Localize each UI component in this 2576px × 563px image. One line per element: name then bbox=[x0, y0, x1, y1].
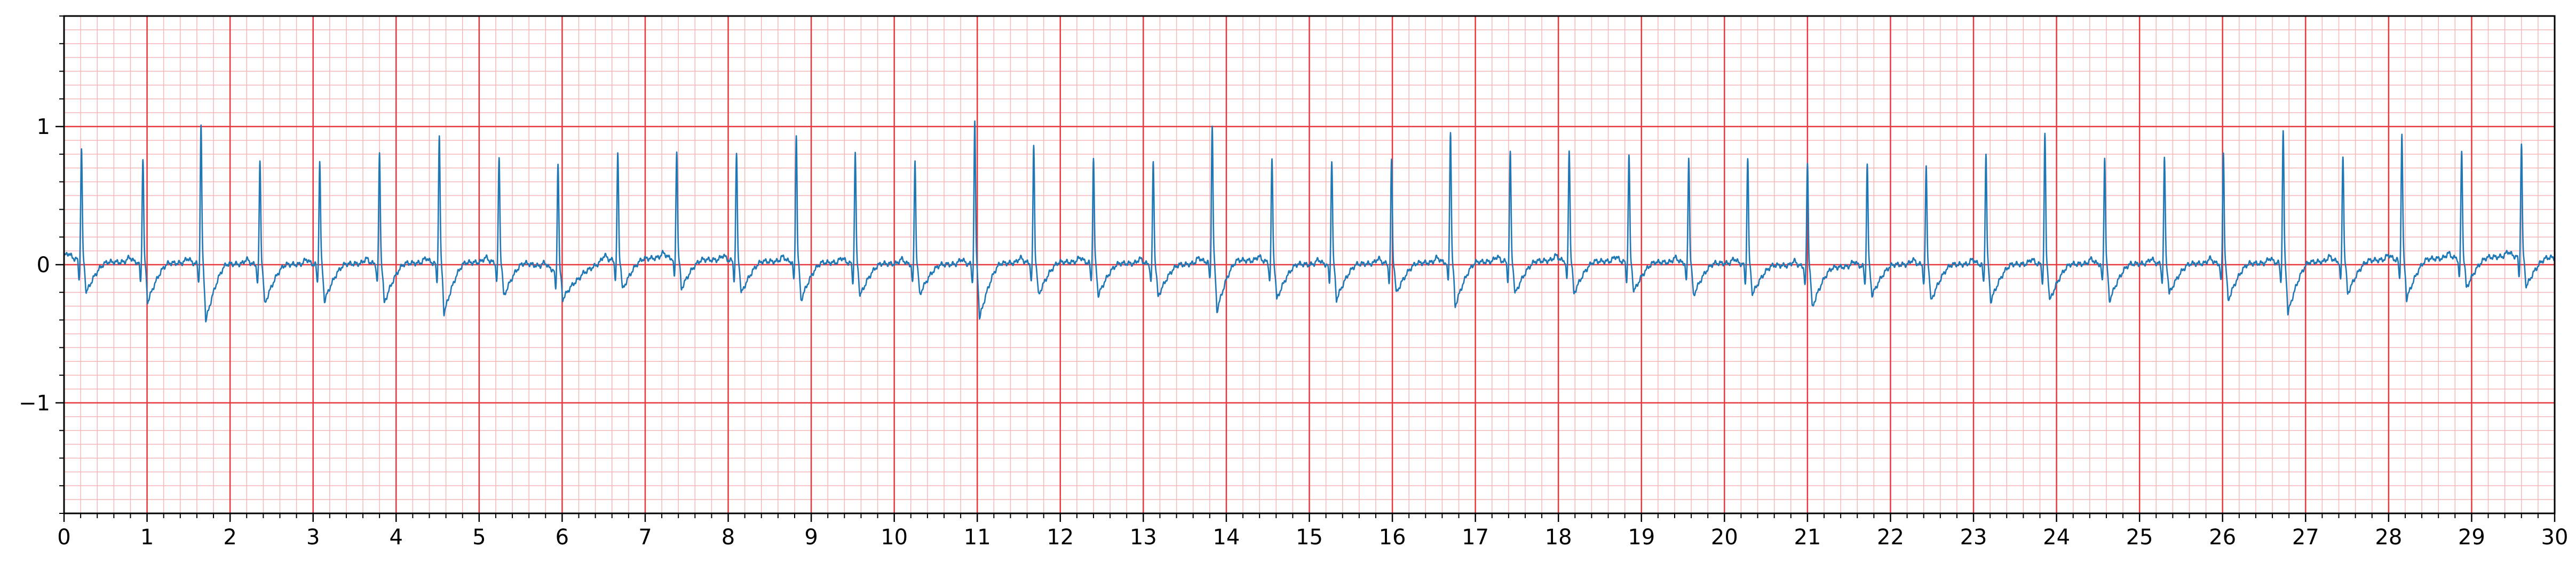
x-tick-label: 23 bbox=[1960, 525, 1987, 550]
x-axis: 0 1 2 3 4 5 6 7 8 9 10 11 12 13 14 15 16 17 18 19 20 21 22 23 24… bbox=[57, 513, 2568, 550]
y-tick-label: −1 bbox=[19, 391, 50, 416]
ecg-series-line bbox=[63, 120, 2556, 323]
x-tick-label: 16 bbox=[1379, 525, 1406, 550]
x-tick-label: 25 bbox=[2126, 525, 2153, 550]
y-tick-label: 0 bbox=[37, 253, 50, 277]
x-tick-label: 30 bbox=[2541, 525, 2569, 550]
x-tick-label: 4 bbox=[390, 525, 403, 550]
x-tick-label: 12 bbox=[1047, 525, 1074, 550]
x-tick-label: 27 bbox=[2292, 525, 2319, 550]
y-tick-label: 1 bbox=[37, 115, 50, 139]
x-tick-label: 15 bbox=[1296, 525, 1323, 550]
x-tick-label: 10 bbox=[881, 525, 908, 550]
x-tick-label: 5 bbox=[472, 525, 486, 550]
x-tick-label: 8 bbox=[722, 525, 735, 550]
x-tick-label: 0 bbox=[57, 525, 70, 550]
x-tick-label: 21 bbox=[1794, 525, 1821, 550]
x-tick-label: 2 bbox=[223, 525, 236, 550]
x-tick-label: 14 bbox=[1212, 525, 1240, 550]
x-tick-label: 29 bbox=[2458, 525, 2485, 550]
y-axis: −1 0 1 bbox=[19, 15, 64, 514]
x-tick-label: 7 bbox=[638, 525, 652, 550]
x-tick-label: 19 bbox=[1628, 525, 1655, 550]
x-tick-label: 13 bbox=[1130, 525, 1157, 550]
x-tick-label: 6 bbox=[556, 525, 569, 550]
x-tick-label: 28 bbox=[2375, 525, 2402, 550]
ecg-trace bbox=[63, 120, 2556, 323]
x-tick-label: 20 bbox=[1711, 525, 1738, 550]
x-tick-label: 9 bbox=[804, 525, 818, 550]
x-tick-label: 18 bbox=[1545, 525, 1572, 550]
x-tick-label: 17 bbox=[1462, 525, 1489, 550]
x-tick-label: 24 bbox=[2043, 525, 2070, 550]
x-tick-label: 26 bbox=[2209, 525, 2236, 550]
x-tick-label: 11 bbox=[964, 525, 991, 550]
x-tick-label: 1 bbox=[140, 525, 154, 550]
x-tick-label: 22 bbox=[1877, 525, 1904, 550]
x-tick-label: 3 bbox=[306, 525, 320, 550]
